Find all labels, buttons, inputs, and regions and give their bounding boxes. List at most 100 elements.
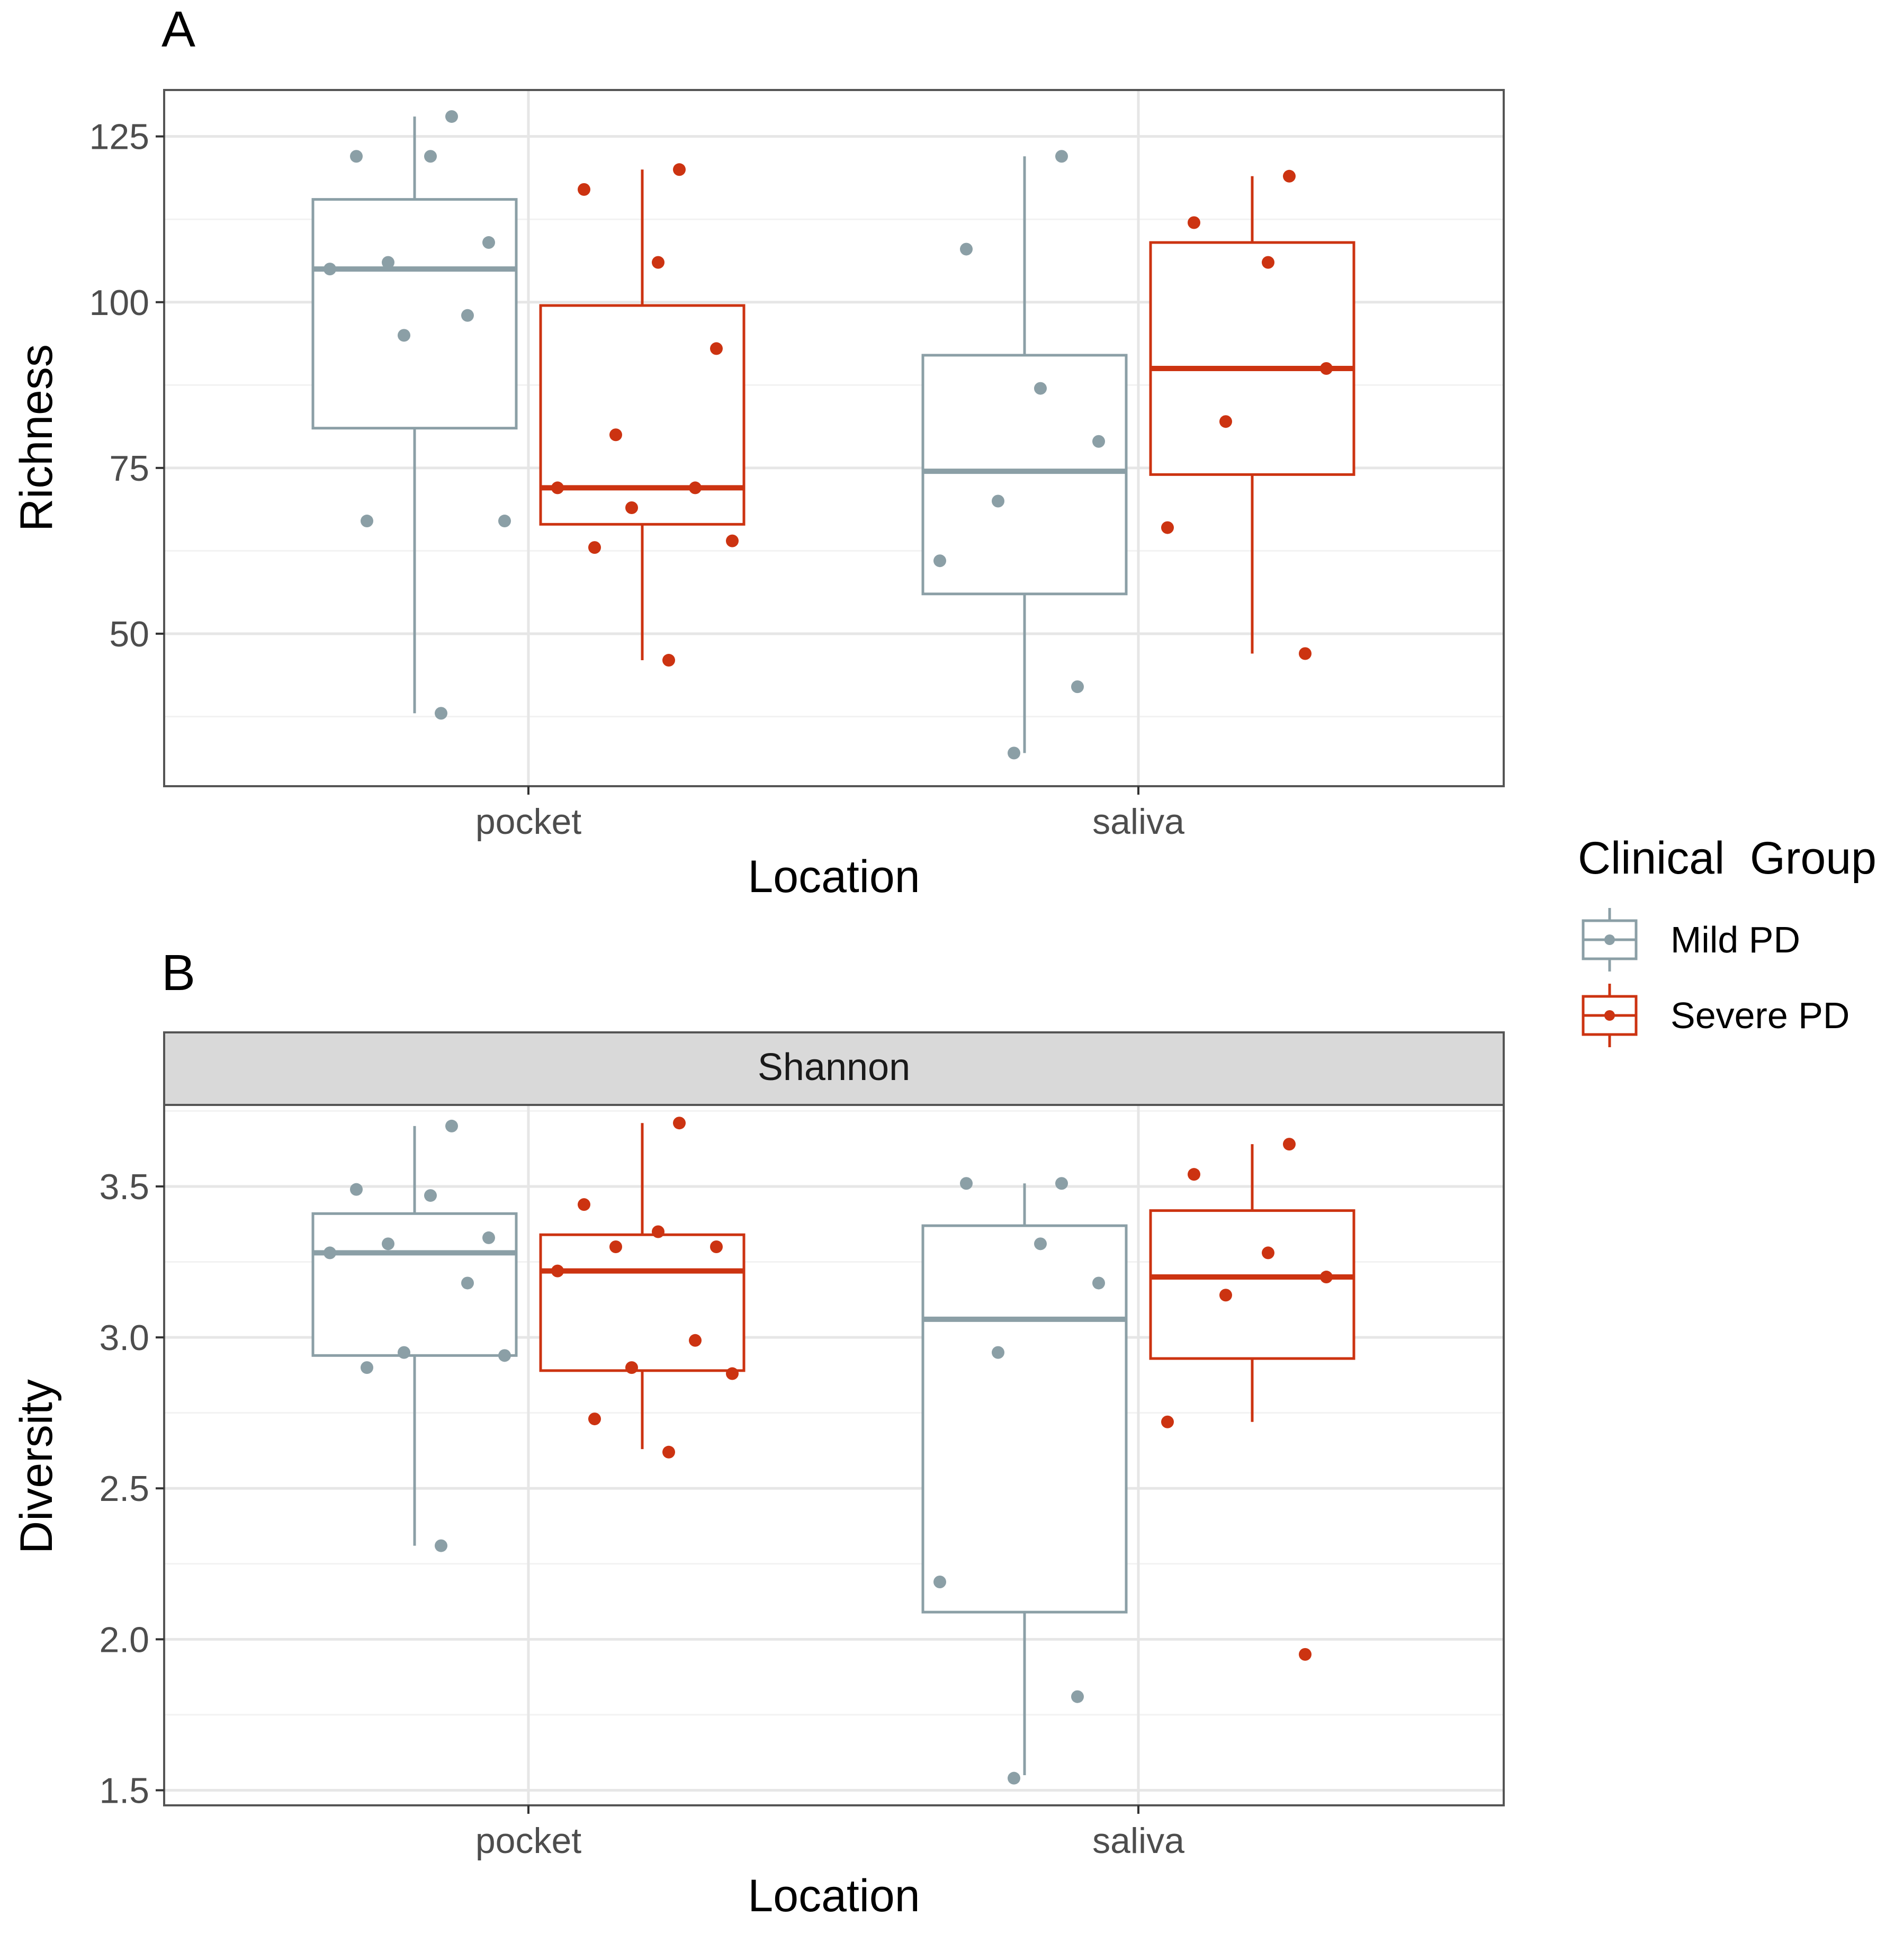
data-point (1034, 1237, 1047, 1251)
y-tick-label: 100 (89, 283, 149, 323)
panel-b-grid (164, 1105, 1504, 1805)
data-point (398, 329, 410, 342)
data-point (1262, 256, 1274, 269)
data-point (588, 541, 601, 554)
data-point (424, 1189, 437, 1202)
panel-a-richness: A Richness 50 75 100 125 pocket saliva Locat… (11, 1, 1505, 902)
data-point (652, 256, 664, 269)
data-point (424, 150, 437, 163)
legend-key-point (1604, 934, 1615, 945)
panel-b-x-ticks: pocket saliva (475, 1805, 1184, 1861)
box-severe-pocket (539, 1117, 746, 1459)
data-point (578, 1198, 590, 1211)
panel-b-boxes (311, 1117, 1355, 1785)
data-point (482, 1231, 495, 1244)
data-point (662, 654, 675, 667)
y-tick-label: 125 (89, 117, 149, 157)
data-point (350, 1183, 363, 1196)
y-tick-label: 3.0 (99, 1318, 149, 1358)
data-point (960, 242, 973, 256)
data-point (726, 1367, 739, 1380)
data-point (1299, 1648, 1312, 1661)
panel-a-y-ticks: 50 75 100 125 (89, 117, 164, 654)
box-iqr (539, 304, 746, 526)
box-mild-saliva (921, 1177, 1128, 1785)
data-point (1161, 1415, 1174, 1428)
data-point (710, 342, 723, 355)
legend-item-label: Mild PD (1671, 919, 1800, 960)
data-point (498, 1349, 511, 1362)
panel-b-border (163, 1104, 1505, 1806)
data-point (1008, 1771, 1020, 1785)
box-mild-saliva (921, 150, 1128, 760)
data-point (361, 1361, 373, 1374)
data-point (1055, 150, 1068, 163)
data-point (1320, 362, 1333, 375)
data-point (435, 707, 447, 720)
panel-a-x-axis-title: Location (748, 851, 920, 902)
data-point (1299, 647, 1312, 660)
box-iqr (921, 354, 1128, 596)
data-point (324, 1246, 336, 1260)
legend: Clinical Group Mild PD Severe PD (1578, 833, 1876, 1047)
box-iqr (1149, 241, 1355, 476)
data-point (461, 1276, 474, 1290)
data-point (609, 428, 622, 442)
facet-strip-label: Shannon (758, 1046, 910, 1089)
data-point (992, 1346, 1004, 1359)
data-point (726, 534, 739, 547)
data-point (1219, 1289, 1232, 1302)
data-point (1034, 382, 1047, 395)
y-tick-label: 1.5 (99, 1770, 149, 1811)
box-iqr (311, 198, 518, 430)
data-point (1161, 521, 1174, 534)
legend-item-severe: Severe PD (1582, 984, 1849, 1047)
data-point (689, 481, 702, 494)
box-iqr (1149, 1209, 1355, 1360)
box-iqr (539, 1233, 746, 1372)
box-severe-saliva (1149, 1138, 1355, 1661)
panel-a-x-ticks: pocket saliva (475, 786, 1184, 842)
data-point (1092, 435, 1105, 448)
data-point (435, 1539, 447, 1552)
data-point (482, 236, 495, 249)
data-point (382, 256, 394, 269)
data-point (933, 554, 946, 568)
box-mild-pocket (311, 1119, 518, 1552)
data-point (1092, 1276, 1105, 1290)
box-iqr (311, 1212, 518, 1357)
panel-b-y-axis-title: Diversity (11, 1379, 62, 1554)
data-point (652, 1225, 664, 1238)
data-point (1219, 415, 1232, 428)
data-point (1320, 1271, 1333, 1284)
data-point (625, 501, 638, 514)
box-mild-pocket (311, 110, 518, 720)
x-tick-label: pocket (475, 802, 581, 842)
data-point (498, 515, 511, 528)
legend-item-mild: Mild PD (1582, 908, 1800, 972)
data-point (689, 1334, 702, 1347)
legend-items: Mild PD Severe PD (1582, 908, 1849, 1047)
data-point (1283, 169, 1296, 183)
data-point (1071, 1690, 1084, 1703)
data-point (1071, 680, 1084, 694)
data-point (1283, 1138, 1296, 1151)
box-iqr (921, 1224, 1128, 1614)
panel-a-border (163, 89, 1505, 787)
data-point (551, 481, 564, 494)
data-point (382, 1237, 394, 1251)
x-tick-label: pocket (475, 1821, 581, 1861)
data-point (673, 1117, 686, 1130)
data-point (1188, 1168, 1200, 1181)
data-point (673, 163, 686, 176)
data-point (662, 1445, 675, 1459)
data-point (445, 110, 458, 123)
data-point (398, 1346, 410, 1359)
data-point (324, 263, 336, 276)
data-point (461, 309, 474, 322)
legend-key-point (1604, 1010, 1615, 1021)
legend-item-label: Severe PD (1671, 995, 1849, 1036)
x-tick-label: saliva (1092, 1821, 1184, 1861)
data-point (710, 1240, 723, 1254)
